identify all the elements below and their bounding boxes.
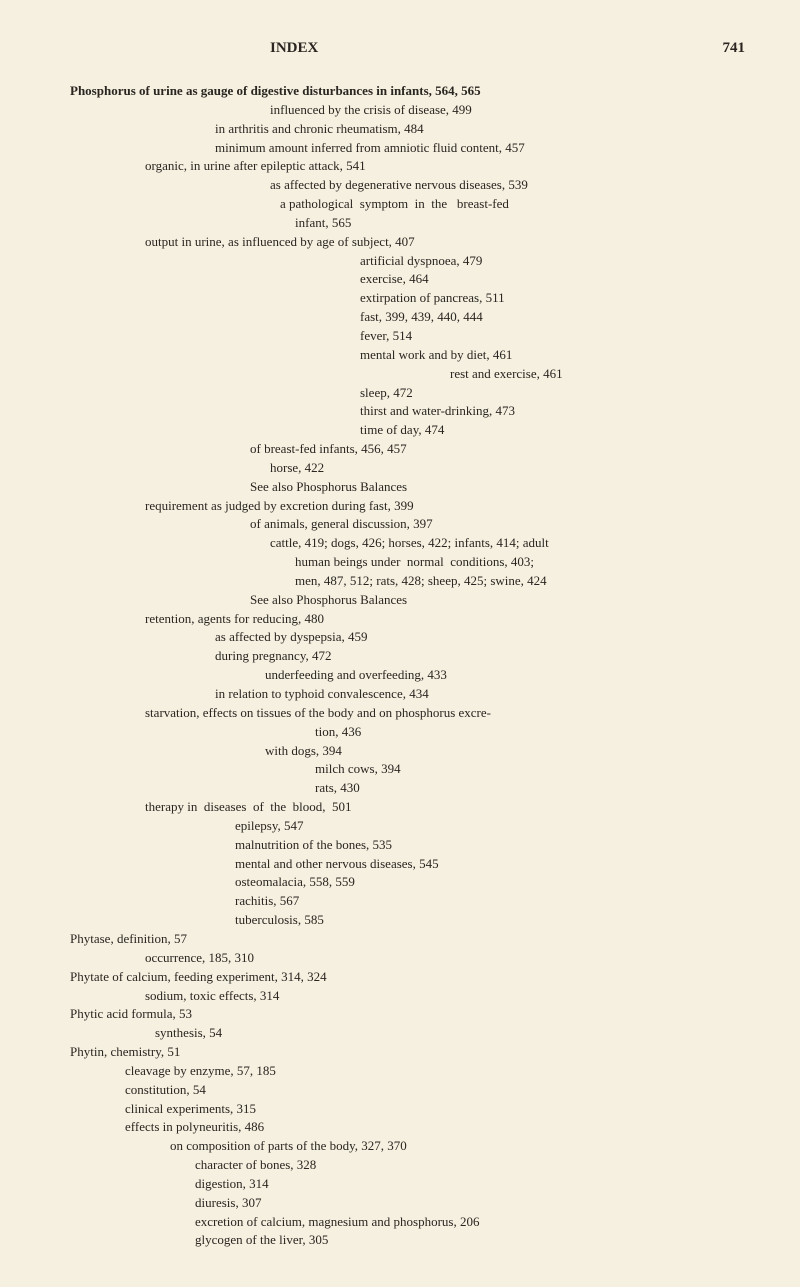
index-entry: in relation to typhoid convalescence, 43… [70,685,750,704]
index-entry: sodium, toxic effects, 314 [70,987,750,1006]
index-entry: Phytin, chemistry, 51 [70,1043,750,1062]
index-entry: on composition of parts of the body, 327… [70,1137,750,1156]
index-entry: retention, agents for reducing, 480 [70,610,750,629]
index-entry: rats, 430 [70,779,750,798]
index-entry: cleavage by enzyme, 57, 185 [70,1062,750,1081]
index-page: INDEX 741 Phosphorus of urine as gauge o… [0,0,800,1280]
index-entry: exercise, 464 [70,270,750,289]
index-entry: Phytase, definition, 57 [70,930,750,949]
index-entry: in arthritis and chronic rheumatism, 484 [70,120,750,139]
index-entry: See also Phosphorus Balances [70,591,750,610]
index-entry: glycogen of the liver, 305 [70,1231,750,1250]
page-number: 741 [723,40,746,57]
index-entry: malnutrition of the bones, 535 [70,836,750,855]
index-entry: infant, 565 [70,214,750,233]
index-entry: with dogs, 394 [70,742,750,761]
index-entry: mental and other nervous diseases, 545 [70,855,750,874]
index-entry: of animals, general discussion, 397 [70,515,750,534]
index-entry: milch cows, 394 [70,760,750,779]
index-entry: men, 487, 512; rats, 428; sheep, 425; sw… [70,572,750,591]
index-entry: rest and exercise, 461 [70,365,750,384]
index-entry: extirpation of pancreas, 511 [70,289,750,308]
index-entry: rachitis, 567 [70,892,750,911]
index-entry: during pregnancy, 472 [70,647,750,666]
index-entry: as affected by dyspepsia, 459 [70,628,750,647]
index-entry: thirst and water-drinking, 473 [70,402,750,421]
index-entry: of breast-fed infants, 456, 457 [70,440,750,459]
index-entry: tuberculosis, 585 [70,911,750,930]
index-entry: Phosphorus of urine as gauge of digestiv… [70,82,750,101]
index-entry: constitution, 54 [70,1081,750,1100]
index-entry: osteomalacia, 558, 559 [70,873,750,892]
index-entry: tion, 436 [70,723,750,742]
index-entry: a pathological symptom in the breast-fed [70,195,750,214]
index-entry: influenced by the crisis of disease, 499 [70,101,750,120]
index-entry: digestion, 314 [70,1175,750,1194]
index-entry: excretion of calcium, magnesium and phos… [70,1213,750,1232]
index-entry: sleep, 472 [70,384,750,403]
index-entry: output in urine, as influenced by age of… [70,233,750,252]
index-entry: as affected by degenerative nervous dise… [70,176,750,195]
index-entry: Phytic acid formula, 53 [70,1005,750,1024]
index-entry: synthesis, 54 [70,1024,750,1043]
index-content: Phosphorus of urine as gauge of digestiv… [70,82,750,1250]
index-entry: fast, 399, 439, 440, 444 [70,308,750,327]
index-entry: character of bones, 328 [70,1156,750,1175]
index-entry: starvation, effects on tissues of the bo… [70,704,750,723]
index-entry: organic, in urine after epileptic attack… [70,157,750,176]
index-entry: mental work and by diet, 461 [70,346,750,365]
index-entry: time of day, 474 [70,421,750,440]
index-entry: artificial dyspnoea, 479 [70,252,750,271]
index-entry: See also Phosphorus Balances [70,478,750,497]
index-entry: cattle, 419; dogs, 426; horses, 422; inf… [70,534,750,553]
page-header: INDEX 741 [70,40,750,57]
index-entry: requirement as judged by excretion durin… [70,497,750,516]
index-entry: human beings under normal conditions, 40… [70,553,750,572]
index-entry: diuresis, 307 [70,1194,750,1213]
index-entry: effects in polyneuritis, 486 [70,1118,750,1137]
index-entry: horse, 422 [70,459,750,478]
index-entry: occurrence, 185, 310 [70,949,750,968]
index-entry: Phytate of calcium, feeding experiment, … [70,968,750,987]
index-entry: epilepsy, 547 [70,817,750,836]
index-entry: fever, 514 [70,327,750,346]
index-entry: clinical experiments, 315 [70,1100,750,1119]
index-entry: minimum amount inferred from amniotic fl… [70,139,750,158]
header-title: INDEX [270,40,318,57]
index-entry: underfeeding and overfeeding, 433 [70,666,750,685]
index-entry: therapy in diseases of the blood, 501 [70,798,750,817]
